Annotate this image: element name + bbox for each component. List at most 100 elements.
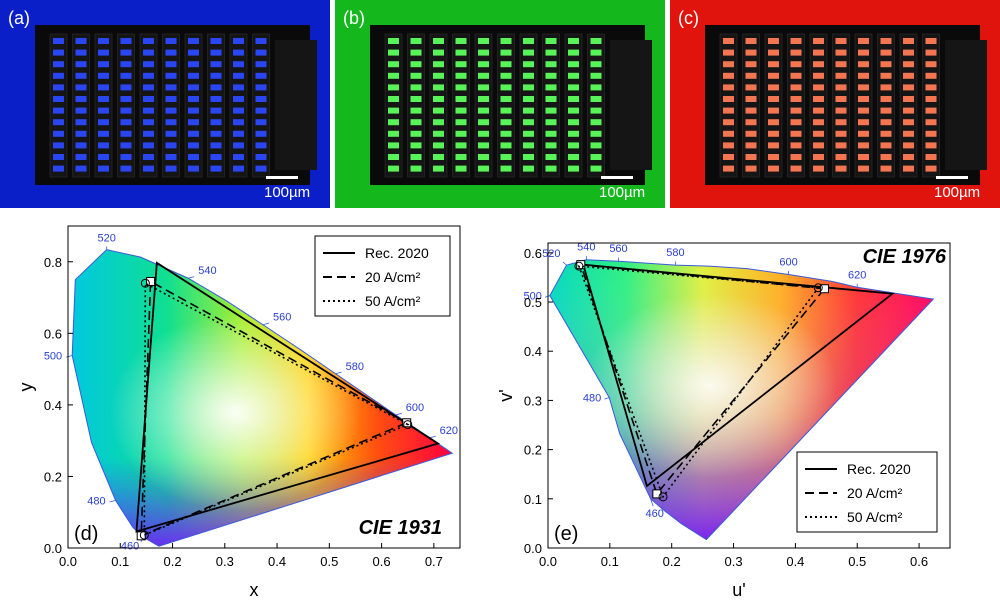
device-column bbox=[899, 33, 918, 178]
device-column bbox=[207, 33, 225, 178]
micro-led-pixel bbox=[813, 165, 824, 172]
micro-led-pixel bbox=[723, 72, 734, 79]
micro-led-pixel bbox=[75, 165, 87, 172]
micro-led-pixel bbox=[723, 107, 734, 114]
legend-entry: 20 A/cm² bbox=[847, 485, 903, 501]
wavelength-tick bbox=[429, 435, 436, 439]
micro-led-pixel bbox=[143, 38, 154, 44]
measured-point bbox=[139, 530, 149, 540]
micro-led-pixel bbox=[880, 130, 892, 137]
y-tick-label: 0.6 bbox=[44, 326, 62, 341]
y-axis-label: y bbox=[16, 383, 36, 392]
device-column bbox=[922, 33, 940, 178]
wavelength-label: 520 bbox=[542, 248, 560, 260]
wavelength-label: 540 bbox=[198, 265, 216, 277]
micro-led-pixel bbox=[903, 142, 914, 149]
micro-led-pixel bbox=[500, 119, 512, 126]
micro-led-pixel bbox=[53, 38, 64, 44]
micro-led-pixel bbox=[98, 72, 109, 79]
micro-led-pixel bbox=[188, 49, 199, 56]
micro-led-pixel bbox=[590, 38, 602, 44]
micro-led-pixel bbox=[723, 61, 734, 68]
micro-led-pixel bbox=[388, 107, 399, 114]
micro-led-pixel bbox=[590, 84, 602, 91]
wavelength-tick bbox=[335, 371, 342, 375]
micro-led-pixel bbox=[165, 49, 177, 56]
micro-led-pixel bbox=[880, 49, 892, 56]
micro-led-pixel bbox=[903, 61, 914, 68]
micro-led-pixel bbox=[210, 107, 222, 114]
micro-led-pixel bbox=[478, 154, 489, 160]
micro-led-pixel bbox=[410, 61, 422, 68]
y-tick-label: 0.0 bbox=[524, 541, 542, 556]
micro-led-pixel bbox=[835, 84, 847, 91]
device-column bbox=[452, 33, 470, 178]
gamut-triangle-solid bbox=[582, 263, 895, 488]
device-column bbox=[407, 33, 425, 178]
micro-led-pixel bbox=[813, 130, 824, 137]
micro-led-pixel bbox=[790, 84, 802, 91]
micro-led-pixel bbox=[545, 130, 557, 137]
micro-led-pixel bbox=[53, 130, 64, 137]
measured-point bbox=[813, 283, 823, 293]
device-column bbox=[587, 33, 605, 178]
measured-point bbox=[574, 261, 584, 271]
micro-led-pixel bbox=[478, 107, 489, 114]
micro-led-pixel bbox=[210, 49, 222, 56]
wavelength-label: 500 bbox=[44, 351, 62, 363]
micro-led-pixel bbox=[590, 72, 602, 79]
micro-led-pixel bbox=[745, 84, 757, 91]
wavelength-tick bbox=[562, 261, 567, 266]
micro-led-pixel bbox=[455, 130, 467, 137]
micro-led-pixel bbox=[478, 119, 489, 126]
micro-led-pixel bbox=[813, 61, 824, 68]
contact-pad bbox=[610, 40, 652, 170]
micro-led-pixel bbox=[53, 49, 64, 56]
micro-led-pixel bbox=[523, 119, 534, 126]
micro-led-pixel bbox=[255, 130, 267, 137]
micro-led-pixel bbox=[813, 119, 824, 126]
wavelength-label: 540 bbox=[577, 242, 595, 254]
panel-label: (e) bbox=[554, 523, 578, 545]
micro-led-pixel bbox=[835, 142, 847, 149]
micro-led-pixel bbox=[210, 130, 222, 137]
micro-led-pixel bbox=[433, 84, 444, 91]
micro-led-pixel bbox=[723, 84, 734, 91]
x-tick-label: 0.6 bbox=[910, 554, 928, 569]
micro-led-pixel bbox=[433, 142, 444, 149]
micro-led-pixel bbox=[143, 84, 154, 91]
scale-bar-label: 100µm bbox=[599, 184, 645, 201]
micro-led-pixel bbox=[75, 61, 87, 68]
micro-led-pixel bbox=[858, 154, 869, 160]
device-column bbox=[94, 33, 113, 178]
device-column bbox=[117, 33, 135, 178]
micro-led-pixel bbox=[500, 49, 512, 56]
micro-led-pixel bbox=[925, 142, 937, 149]
x-axis-label: x bbox=[250, 580, 259, 600]
micro-led-pixel bbox=[388, 119, 399, 126]
micro-led-pixel bbox=[53, 142, 64, 149]
micro-led-pixel bbox=[233, 119, 244, 126]
micro-led-pixel bbox=[75, 130, 87, 137]
micro-led-pixel bbox=[903, 119, 914, 126]
device-column bbox=[429, 33, 448, 178]
micro-led-pixel bbox=[880, 38, 892, 44]
micro-led-pixel bbox=[233, 154, 244, 160]
micro-led-pixel bbox=[880, 142, 892, 149]
micro-led-pixel bbox=[143, 119, 154, 126]
micro-led-pixel bbox=[255, 84, 267, 91]
micro-led-pixel bbox=[188, 38, 199, 44]
wavelength-tick bbox=[604, 397, 610, 400]
photo-panel-b: (b) 100µm bbox=[335, 0, 665, 208]
micro-led-pixel bbox=[233, 96, 244, 102]
micro-led-pixel bbox=[388, 38, 399, 44]
micro-led-pixel bbox=[188, 107, 199, 114]
micro-led-pixel bbox=[768, 154, 779, 160]
panel-label: (d) bbox=[74, 523, 98, 545]
micro-led-pixel bbox=[165, 165, 177, 172]
micro-led-pixel bbox=[523, 107, 534, 114]
micro-led-pixel bbox=[410, 84, 422, 91]
micro-led-pixel bbox=[768, 165, 779, 172]
contact-pad bbox=[275, 40, 317, 170]
micro-led-pixel bbox=[590, 107, 602, 114]
